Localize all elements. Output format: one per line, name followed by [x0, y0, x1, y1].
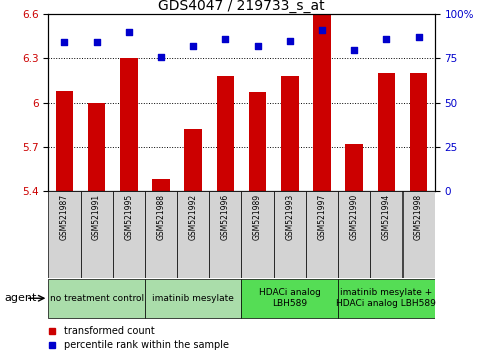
Text: GSM521990: GSM521990: [350, 194, 359, 240]
Bar: [410, 73, 427, 191]
Text: GSM521996: GSM521996: [221, 194, 230, 240]
Bar: [209, 191, 242, 278]
Bar: [306, 191, 338, 278]
Bar: [152, 179, 170, 191]
Point: [318, 27, 326, 33]
Bar: [48, 191, 81, 278]
Bar: [113, 191, 145, 278]
Bar: [145, 279, 242, 318]
Bar: [345, 144, 363, 191]
Text: GSM521987: GSM521987: [60, 194, 69, 240]
Bar: [185, 129, 202, 191]
Bar: [145, 191, 177, 278]
Bar: [402, 191, 435, 278]
Text: GSM521989: GSM521989: [253, 194, 262, 240]
Text: imatinib mesylate +
HDACi analog LBH589: imatinib mesylate + HDACi analog LBH589: [337, 288, 436, 308]
Text: GSM521998: GSM521998: [414, 194, 423, 240]
Text: GSM521994: GSM521994: [382, 194, 391, 240]
Point: [157, 54, 165, 59]
Point: [125, 29, 133, 35]
Text: GSM521991: GSM521991: [92, 194, 101, 240]
Bar: [338, 191, 370, 278]
Point: [93, 40, 100, 45]
Point: [286, 38, 294, 44]
Text: agent: agent: [5, 293, 37, 303]
Bar: [242, 279, 338, 318]
Point: [415, 34, 423, 40]
Text: GSM521988: GSM521988: [156, 194, 166, 240]
Bar: [249, 92, 267, 191]
Bar: [88, 103, 105, 191]
Point: [222, 36, 229, 42]
Text: GSM521995: GSM521995: [124, 194, 133, 240]
Bar: [81, 191, 113, 278]
Bar: [281, 76, 298, 191]
Bar: [216, 76, 234, 191]
Bar: [48, 279, 145, 318]
Point: [60, 40, 68, 45]
Bar: [177, 191, 209, 278]
Title: GDS4047 / 219733_s_at: GDS4047 / 219733_s_at: [158, 0, 325, 13]
Text: transformed count: transformed count: [64, 326, 155, 336]
Bar: [370, 191, 402, 278]
Text: imatinib mesylate: imatinib mesylate: [152, 294, 234, 303]
Bar: [242, 191, 274, 278]
Text: no treatment control: no treatment control: [50, 294, 143, 303]
Bar: [378, 73, 395, 191]
Bar: [338, 279, 435, 318]
Text: GSM521997: GSM521997: [317, 194, 327, 240]
Bar: [56, 91, 73, 191]
Bar: [120, 58, 138, 191]
Text: HDACi analog
LBH589: HDACi analog LBH589: [259, 288, 321, 308]
Point: [254, 43, 261, 49]
Text: percentile rank within the sample: percentile rank within the sample: [64, 340, 229, 350]
Point: [350, 47, 358, 52]
Point: [189, 43, 197, 49]
Text: GSM521993: GSM521993: [285, 194, 294, 240]
Text: GSM521992: GSM521992: [189, 194, 198, 240]
Point: [383, 36, 390, 42]
Bar: [313, 14, 331, 191]
Bar: [274, 191, 306, 278]
